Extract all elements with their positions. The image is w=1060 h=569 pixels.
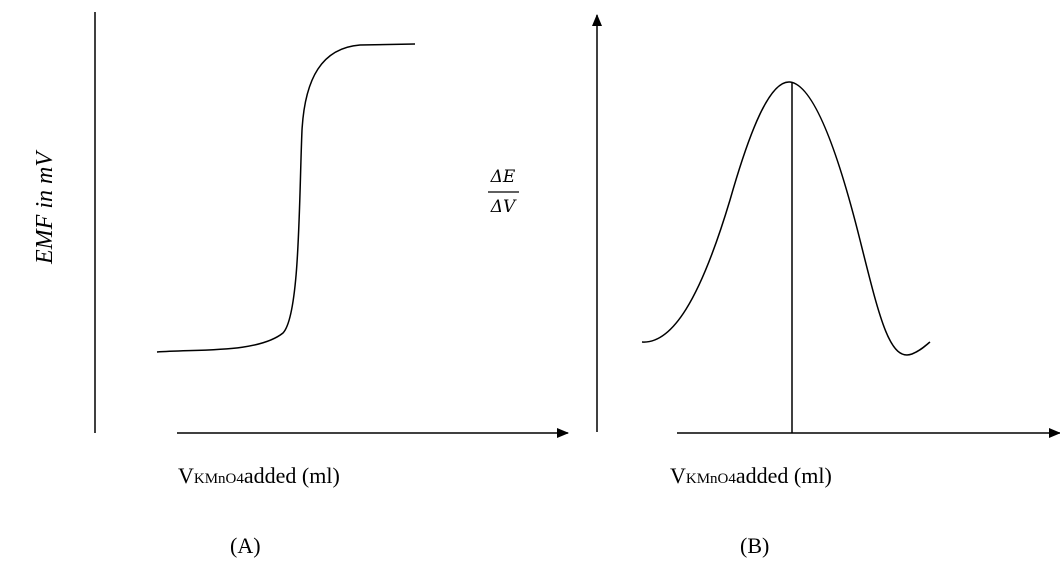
x-label-rest: added (ml) xyxy=(244,463,340,488)
y-axis-label: EMF in mV xyxy=(32,150,58,265)
caption: (B) xyxy=(740,533,769,558)
panel-b: ΔE ΔV VKMnO4added (ml) (B) xyxy=(488,14,1060,558)
caption: (A) xyxy=(230,533,261,558)
panel-a: EMF in mV VKMnO4added (ml) (A) xyxy=(32,12,569,558)
x-label-main: V xyxy=(670,463,686,488)
titration-curve xyxy=(156,43,416,353)
x-axis-label: VKMnO4added (ml) xyxy=(670,463,832,488)
derivative-curve xyxy=(641,81,931,356)
y-label-denominator: ΔV xyxy=(490,197,517,217)
y-label-numerator: ΔE xyxy=(490,167,516,187)
x-label-rest: added (ml) xyxy=(736,463,832,488)
x-label-sub: KMnO4 xyxy=(194,471,245,487)
x-label-sub: KMnO4 xyxy=(686,471,737,487)
x-axis-label: VKMnO4added (ml) xyxy=(178,463,340,488)
x-label-main: V xyxy=(178,463,194,488)
